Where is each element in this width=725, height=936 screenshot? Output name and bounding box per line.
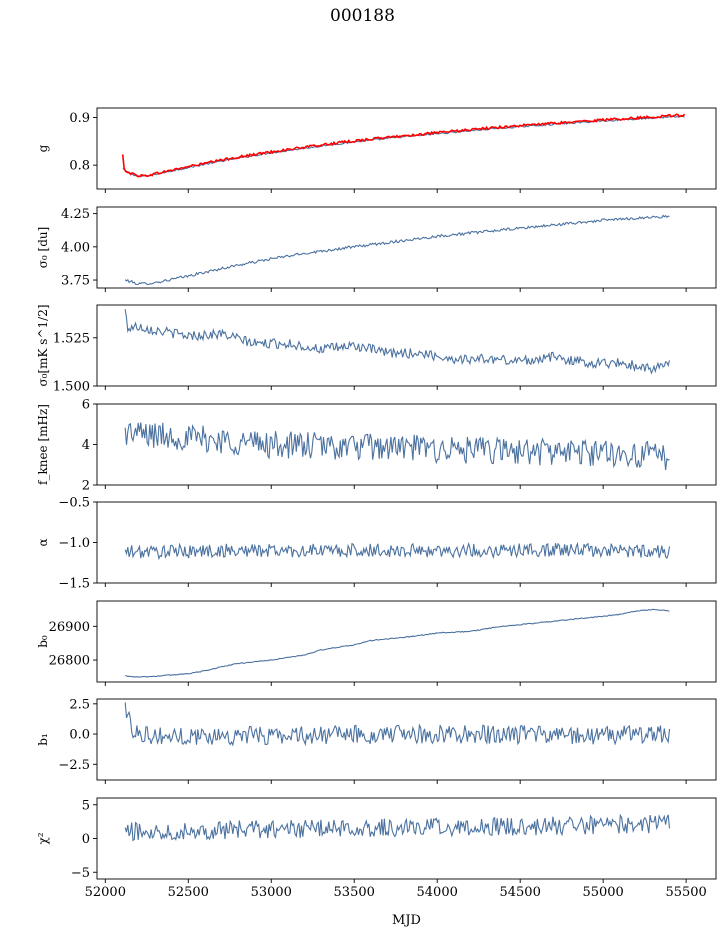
x-tick-label: 55500: [665, 885, 706, 900]
y-axis-label: b₀: [36, 635, 50, 648]
y-tick-label: −5: [71, 866, 90, 881]
axes-frame: [96, 698, 717, 781]
series-line-4-1: [124, 422, 670, 471]
axes-frame: [96, 403, 717, 486]
y-tick-label: 0.0: [69, 728, 90, 743]
x-tick-label: 54000: [417, 885, 458, 900]
y-tick-label: −1.5: [58, 577, 90, 592]
axes-frame: [96, 206, 717, 289]
x-tick-label: 54500: [499, 885, 540, 900]
x-tick-label: 55000: [582, 885, 623, 900]
y-tick-label: 4: [82, 438, 90, 453]
panel-5: −1.5 −1.0 −0.5 α: [36, 496, 717, 592]
panel-8: 52000 52500 53000 53500 54000 54500 55000 55500…: [36, 797, 717, 900]
y-tick-label: 2: [82, 479, 90, 494]
series-line-8-1: [124, 813, 671, 842]
x-tick-label: 52500: [168, 885, 209, 900]
axes-frame: [96, 304, 717, 387]
series-line-1-2: [121, 113, 686, 178]
axes-frame: [96, 501, 717, 584]
x-axis-label: MJD: [392, 913, 421, 928]
y-tick-label: 5: [82, 798, 90, 813]
panel-7: −2.5 0.0 2.5 b₁: [36, 697, 717, 784]
y-tick-label: 2.5: [69, 697, 90, 712]
y-tick-label: 1.500: [53, 380, 90, 395]
y-tick-label: 26900: [49, 620, 90, 635]
y-tick-label: 0: [82, 832, 90, 847]
y-axis-label: g: [36, 144, 50, 152]
y-tick-label: 0.9: [69, 111, 90, 126]
panel-2: 3.75 4.00 4.25 σ₀ [du]: [36, 206, 717, 292]
series-line-5-1: [124, 541, 671, 561]
y-axis-label: σ₀ [du]: [36, 227, 50, 269]
panel-1: 0.8 0.9 g: [36, 107, 717, 193]
figure-title: 000188: [330, 6, 395, 26]
x-tick-label: 53000: [251, 885, 292, 900]
y-tick-label: −2.5: [58, 758, 90, 773]
y-tick-label: 0.8: [69, 159, 90, 174]
x-tick-label: 52000: [85, 885, 126, 900]
y-axis-label: χ²: [36, 832, 50, 844]
y-tick-label: 26800: [49, 654, 90, 669]
axes-frame: [96, 600, 717, 683]
x-tick-label: 53500: [334, 885, 375, 900]
series-line-6-1: [125, 608, 670, 678]
y-axis-label: b₁: [36, 733, 50, 746]
panel-4: 2 4 6 f_knee [mHz]: [36, 398, 717, 494]
series-line-1-1: [122, 115, 685, 177]
series-line-7-1: [124, 702, 671, 747]
series-line-2-1: [124, 214, 670, 286]
y-tick-label: −0.5: [58, 496, 90, 511]
y-tick-label: −1.0: [58, 536, 90, 551]
y-tick-label: 4.00: [61, 240, 90, 255]
series-line-3-1: [124, 309, 671, 375]
axes-frame: [96, 107, 717, 190]
y-axis-label: α: [36, 538, 50, 546]
y-tick-label: 1.525: [53, 331, 90, 346]
y-axis-label: f_knee [mHz]: [36, 404, 50, 485]
y-tick-label: 3.75: [61, 274, 90, 289]
y-tick-label: 6: [82, 398, 90, 413]
y-axis-label: σ₀[mK s^1/2]: [36, 304, 50, 386]
y-tick-label: 4.25: [61, 207, 90, 222]
axes-frame: [96, 797, 717, 880]
